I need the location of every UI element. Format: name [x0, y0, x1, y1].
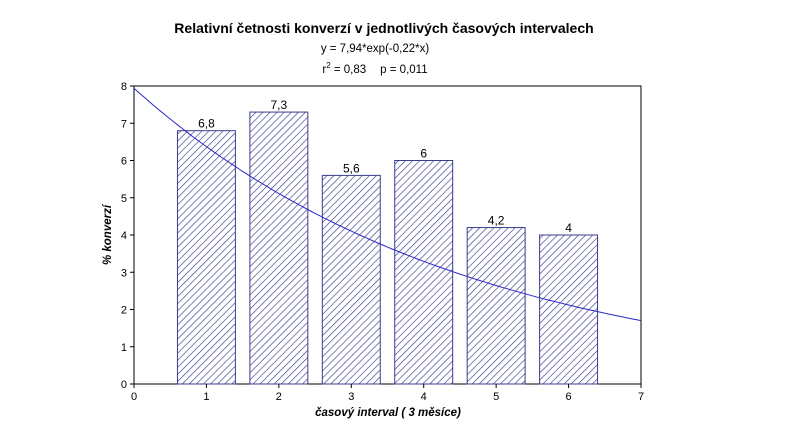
bar: [176, 130, 236, 385]
bar-value-label: 6: [420, 147, 427, 161]
bar: [466, 227, 526, 385]
r2-value: = 0,83: [331, 64, 367, 76]
bar-value-label: 6,8: [198, 117, 215, 131]
bar-value-label: 5,6: [343, 161, 360, 175]
x-tick-label: 7: [638, 391, 644, 403]
x-tick-label: 2: [276, 391, 282, 403]
x-tick-label: 4: [421, 391, 427, 403]
y-tick-label: 0: [121, 379, 127, 391]
bar-value-label: 4,2: [488, 214, 505, 228]
chart-title: Relativní četnosti konverzí v jednotlivý…: [174, 20, 593, 36]
bar-value-label: 7,3: [271, 98, 288, 112]
x-tick-label: 3: [348, 391, 354, 403]
x-tick-label: 5: [493, 391, 499, 403]
x-axis-label: časový interval ( 3 měsíce): [315, 407, 461, 419]
y-axis: 0 1 2 3 4 5 6 7 8: [121, 81, 134, 391]
bar: [394, 160, 454, 385]
fit-curve: [134, 87, 641, 322]
bars: [176, 111, 599, 385]
x-axis: 0 1 2 3 4 5 6 7: [131, 384, 644, 403]
x-tick-label: 1: [203, 391, 209, 403]
bar: [321, 174, 381, 385]
y-tick-label: 7: [121, 118, 127, 130]
y-axis-label: % konverzí: [102, 203, 114, 265]
y-tick-label: 3: [121, 267, 127, 279]
x-tick-label: 6: [566, 391, 572, 403]
bar-value-label: 4: [565, 221, 572, 235]
r2-superscript: 2: [326, 61, 331, 70]
p-value: p = 0,011: [380, 64, 427, 76]
bar-labels: 6,8 7,3 5,6 6 4,2 4: [198, 98, 572, 235]
y-tick-label: 4: [121, 230, 127, 242]
bar: [249, 111, 309, 385]
fit-statistics: r2 = 0,83 p = 0,011: [322, 61, 427, 76]
y-tick-label: 8: [121, 81, 127, 93]
y-tick-label: 1: [121, 342, 127, 354]
r2-symbol: r: [322, 64, 326, 76]
y-tick-label: 6: [121, 156, 127, 168]
y-tick-label: 5: [121, 193, 127, 205]
y-tick-label: 2: [121, 305, 127, 317]
x-tick-label: 0: [131, 391, 137, 403]
fit-equation: y = 7,94*exp(-0,22*x): [321, 43, 430, 55]
